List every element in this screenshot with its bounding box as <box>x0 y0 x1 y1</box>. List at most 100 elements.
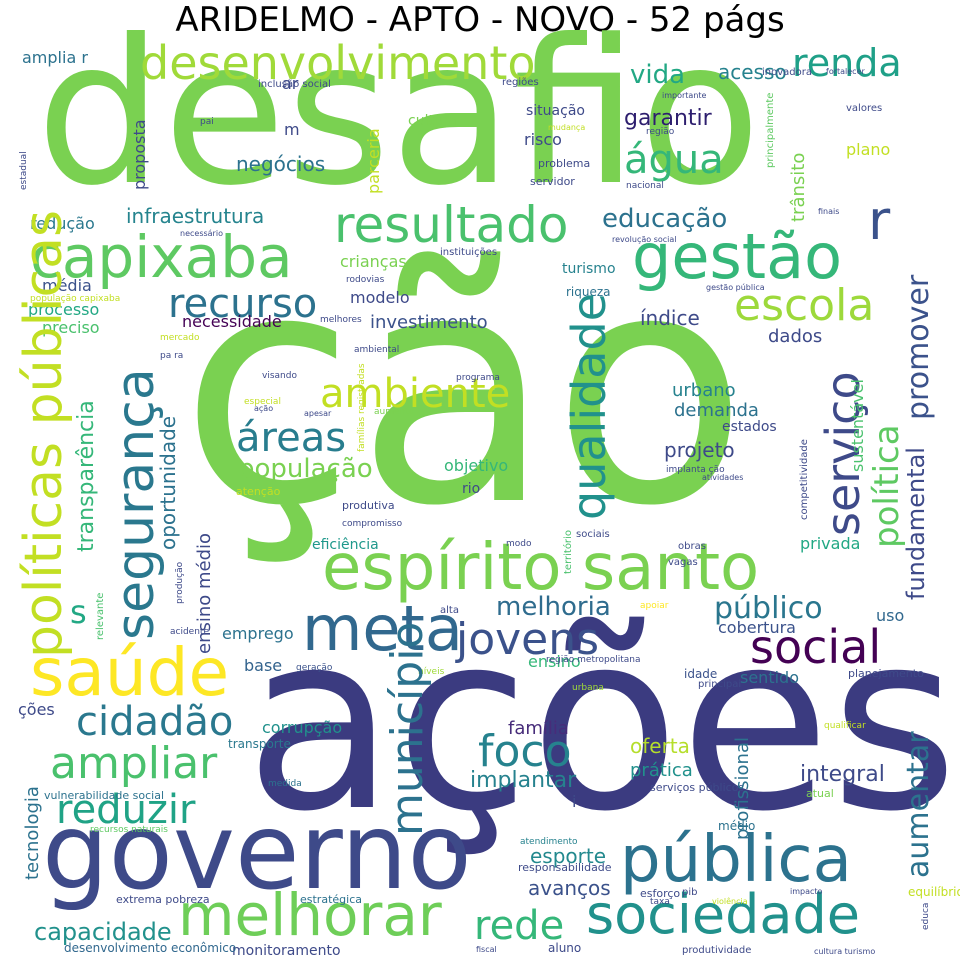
word-geracao: região metropolitana <box>546 655 641 665</box>
word-programa: atividades <box>702 473 744 482</box>
word-escola: escola <box>734 280 875 331</box>
word-produtividade: fiscal <box>476 945 497 954</box>
word-municipio: qualidade <box>562 293 616 520</box>
word-integral: integral <box>800 762 885 787</box>
word-privada: privada <box>800 534 861 553</box>
word-niveis: transporte <box>228 737 291 751</box>
word-inclusao-social: valores <box>846 103 883 114</box>
word-i: i <box>572 792 577 811</box>
word-corrupcao: corrupção <box>262 718 343 737</box>
word-atividades: implanta ção <box>666 465 725 475</box>
word-fundamental: aumentar <box>901 731 936 878</box>
word-estadual: principalmente <box>765 92 776 168</box>
word-revolucao-social: necessário <box>180 229 223 238</box>
word-publica: pública <box>620 823 852 897</box>
word-demanda: demanda <box>674 400 759 421</box>
word-m: m <box>284 120 300 139</box>
word-social: social <box>750 620 882 674</box>
word-oportunidade: transparência <box>74 400 99 552</box>
word-responsabilidade: estratégica <box>300 893 362 906</box>
word-sustentavel: fundamental <box>902 447 930 600</box>
word-negocios: negócios <box>236 152 326 176</box>
word-transito: proposta <box>130 119 149 190</box>
word-melhores: mercado <box>160 333 200 343</box>
word-ensino-medio: oportunidade <box>156 415 180 550</box>
word-vulnerabilidade-social: recursos naturais <box>90 825 168 835</box>
word-recurso: recurso <box>168 281 318 327</box>
word-recursos-naturais: atendimento <box>520 837 578 847</box>
word-politicas-publicas: cultura turismo <box>814 947 876 956</box>
word-infraestrutura: infraestrutura <box>126 204 265 228</box>
word-capixaba: capixaba <box>30 223 293 291</box>
word-plano: plano <box>846 140 891 159</box>
word-implanta-cao: atenção <box>236 485 281 498</box>
word-producao: relevante <box>95 592 106 640</box>
word-necessario: população capixaba <box>30 294 121 304</box>
word-aumento: apesar <box>304 409 332 418</box>
word-atendimento: responsabilidade <box>518 861 612 874</box>
word-urbano: urbano <box>672 380 736 401</box>
word-pib: taxa <box>650 897 670 907</box>
word-especial: ambiental <box>354 345 400 355</box>
word-finais: gestão pública <box>706 283 765 292</box>
word-necessidade: necessidade <box>182 312 282 331</box>
word-uso: uso <box>876 606 905 625</box>
word-foco: foco <box>478 726 572 777</box>
word-principai: médio <box>718 819 756 833</box>
word-estrategica: extrema pobreza <box>116 893 210 906</box>
word-importante: região <box>646 127 675 137</box>
word-modelo: modelo <box>350 288 410 307</box>
word-aluno: idade <box>684 667 718 681</box>
word-desenvolvimento-economico: monitoramento <box>232 943 341 959</box>
word-equilibrio: impacto <box>790 887 823 896</box>
word-vagas: acidente <box>170 627 209 637</box>
word-turismo: turismo <box>562 261 616 277</box>
word-taxa: esforço <box>640 887 681 900</box>
word-riqueza: riqueza <box>566 285 611 299</box>
word-avancos: avanços <box>528 876 611 900</box>
word-impacto: violência <box>712 897 748 906</box>
word-meta: meta <box>302 592 463 665</box>
word-modo: vagas <box>668 557 698 568</box>
word-tecnologia: profissional <box>732 737 753 840</box>
word-rede: rede <box>474 903 565 949</box>
word-instituicoes: rodovias <box>346 275 385 285</box>
word-vida: vida <box>630 60 686 90</box>
word-ampliar: ampliar <box>50 738 218 789</box>
word-cultura: cultura <box>408 113 458 129</box>
word-cidadao: cidadão <box>76 699 234 745</box>
word-ar: ar <box>282 74 299 93</box>
word-dados: dados <box>768 326 823 347</box>
word-medida: vulnerabilidade social <box>44 789 165 802</box>
word-proposta: parceria <box>364 128 383 194</box>
word-pa-ra: aumento <box>374 407 415 417</box>
word-aumentar: promover <box>901 274 936 420</box>
word-desenvolvimento: desenvolvimento <box>140 36 536 90</box>
word-principalmente: trânsito <box>788 152 809 222</box>
word-criancas: crianças <box>340 252 407 271</box>
word-parceria: ensino médio <box>194 532 215 654</box>
word-servico: município <box>382 621 433 836</box>
word-implantar: implantar <box>470 768 577 793</box>
word-promover: política <box>867 424 907 548</box>
word-indice: índice <box>640 306 700 330</box>
word-sentido: sentido <box>740 668 799 687</box>
word-transparencia: tecnologia <box>22 786 43 880</box>
word-transporte: medida <box>268 779 302 789</box>
word-cultura-turismo: produtividade <box>682 945 752 956</box>
word-cao: ção <box>180 204 748 576</box>
word-reduzir: reduzir <box>56 787 196 833</box>
word-populacao: população <box>238 454 373 484</box>
word-espirito-santo: espírito santo <box>322 531 760 605</box>
word-media: média <box>42 276 92 295</box>
word-oferta: oferta <box>630 734 690 758</box>
word-urbana: qualificar <box>824 721 866 731</box>
word-relevante: competitividade <box>799 439 810 520</box>
word-familias-registradas: território <box>563 530 574 574</box>
word-alta: apoiar <box>640 601 669 611</box>
word-sociedade: sociedade <box>586 883 860 946</box>
word-regioes: importante <box>662 91 707 100</box>
word-rodovias: melhores <box>320 315 362 325</box>
word-ambiente: ambiente <box>320 371 511 417</box>
word-violencia: pib <box>682 887 698 898</box>
